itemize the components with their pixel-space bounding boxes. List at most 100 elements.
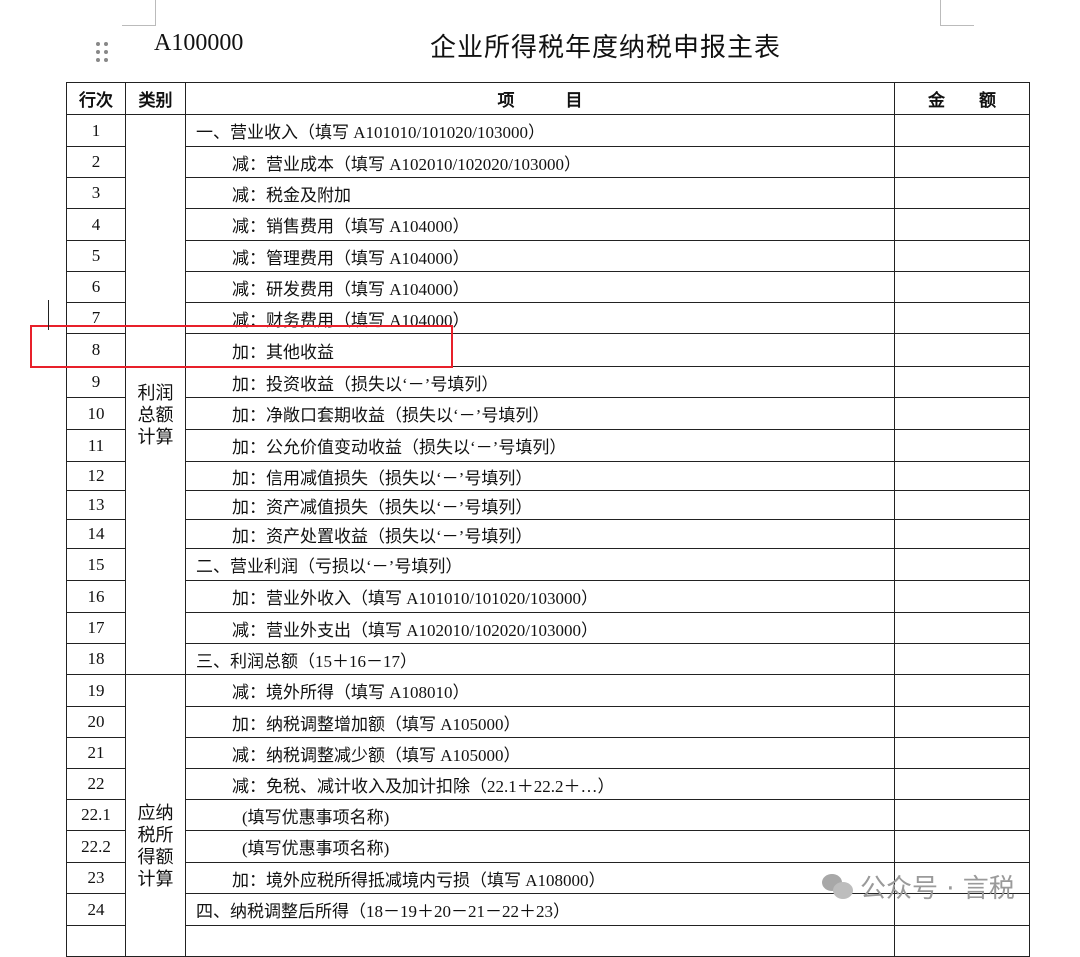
row-number: 23 — [66, 862, 126, 894]
table-row: 19 应纳税所得额计算 减：境外所得（填写 A108010） — [66, 674, 1030, 957]
table-row: 22.2 (填写优惠事项名称) — [66, 830, 1030, 863]
row-number: 12 — [66, 461, 126, 491]
page-corner-mark-left — [155, 0, 156, 26]
row-number — [66, 925, 126, 957]
row-number: 17 — [66, 612, 126, 644]
amount-cell[interactable] — [894, 146, 1030, 178]
table-row: 12 加：信用减值损失（损失以‘－’号填列） — [66, 461, 1030, 491]
table-row: 9 加：投资收益（损失以‘－’号填列） — [66, 366, 1030, 398]
item-cell: 四、纳税调整后所得（18－19＋20－21－22＋23） — [185, 893, 895, 926]
category-cell: 利润总额计算 — [125, 114, 186, 675]
row-number: 5 — [66, 240, 126, 272]
amount-cell[interactable] — [894, 643, 1030, 675]
wechat-icon — [822, 873, 854, 900]
table-row: 11 加：公允价值变动收益（损失以‘－’号填列） — [66, 429, 1030, 462]
table-row: 1 利润总额计算 一、营业收入（填写 A101010/101020/103000） — [66, 114, 1030, 675]
form-code: A100000 — [154, 30, 244, 56]
amount-cell[interactable] — [894, 302, 1030, 334]
row-number: 7 — [66, 302, 126, 334]
page-corner-mark-right — [940, 25, 974, 26]
row-number: 10 — [66, 397, 126, 430]
item-cell: 加：净敞口套期收益（损失以‘－’号填列） — [185, 397, 895, 430]
row-number: 21 — [66, 737, 126, 769]
amount-cell[interactable] — [894, 240, 1030, 272]
item-cell: 加：资产减值损失（损失以‘－’号填列） — [185, 490, 895, 520]
row-number: 14 — [66, 519, 126, 549]
amount-cell[interactable] — [894, 737, 1030, 769]
item-cell: 三、利润总额（15＋16－17） — [185, 643, 895, 675]
row-number: 15 — [66, 548, 126, 581]
amount-cell[interactable] — [894, 271, 1030, 303]
row-number: 9 — [66, 366, 126, 398]
row-number: 22.1 — [66, 799, 126, 831]
amount-cell[interactable] — [894, 429, 1030, 462]
amount-cell[interactable] — [894, 114, 1030, 147]
amount-cell[interactable] — [894, 674, 1030, 707]
amount-cell[interactable] — [894, 580, 1030, 613]
amount-cell[interactable] — [894, 548, 1030, 581]
table-row: 6 减：研发费用（填写 A104000） — [66, 271, 1030, 303]
header-item: 项 目 — [185, 82, 895, 115]
item-cell: 一、营业收入（填写 A101010/101020/103000） — [185, 114, 895, 147]
amount-cell[interactable] — [894, 490, 1030, 520]
row-number: 22.2 — [66, 830, 126, 863]
amount-cell[interactable] — [894, 799, 1030, 831]
table-row: 16 加：营业外收入（填写 A101010/101020/103000） — [66, 580, 1030, 613]
header-amount: 金 额 — [894, 82, 1030, 115]
table-drag-handle-icon[interactable] — [96, 42, 110, 64]
amount-cell[interactable] — [894, 768, 1030, 800]
row-number: 22 — [66, 768, 126, 800]
item-cell — [185, 925, 895, 957]
table-row: 15 二、营业利润（亏损以‘－’号填列） — [66, 548, 1030, 581]
table-row: 2 减：营业成本（填写 A102010/102020/103000） — [66, 146, 1030, 178]
watermark: 公众号 · 言税 — [822, 868, 1015, 905]
amount-cell[interactable] — [894, 366, 1030, 398]
amount-cell[interactable] — [894, 461, 1030, 491]
row-number: 18 — [66, 643, 126, 675]
row-number: 11 — [66, 429, 126, 462]
highlight-box — [30, 325, 453, 368]
amount-cell[interactable] — [894, 612, 1030, 644]
item-cell: 加：投资收益（损失以‘－’号填列） — [185, 366, 895, 398]
amount-cell[interactable] — [894, 519, 1030, 549]
item-cell: 减：税金及附加 — [185, 177, 895, 209]
amount-cell[interactable] — [894, 706, 1030, 738]
table-row: 13 加：资产减值损失（损失以‘－’号填列） — [66, 490, 1030, 520]
table-row — [66, 925, 1030, 957]
table-row: 21 减：纳税调整减少额（填写 A105000） — [66, 737, 1030, 769]
table-row: 22 减：免税、减计收入及加计扣除（22.1＋22.2＋…） — [66, 768, 1030, 800]
row-number: 6 — [66, 271, 126, 303]
table-row: 4 减：销售费用（填写 A104000） — [66, 208, 1030, 241]
row-number: 24 — [66, 893, 126, 926]
row-number: 20 — [66, 706, 126, 738]
table-row: 5 减：管理费用（填写 A104000） — [66, 240, 1030, 272]
item-cell: 减：纳税调整减少额（填写 A105000） — [185, 737, 895, 769]
table-row: 22.1 (填写优惠事项名称) — [66, 799, 1030, 831]
amount-cell[interactable] — [894, 925, 1030, 957]
amount-cell[interactable] — [894, 862, 1030, 894]
amount-cell[interactable] — [894, 333, 1030, 367]
header-category: 类别 — [125, 82, 186, 115]
item-cell: 减：营业成本（填写 A102010/102020/103000） — [185, 146, 895, 178]
item-cell: 减：营业外支出（填写 A102010/102020/103000） — [185, 612, 895, 644]
amount-cell[interactable] — [894, 397, 1030, 430]
table-row: 18 三、利润总额（15＋16－17） — [66, 643, 1030, 675]
item-cell: 减：免税、减计收入及加计扣除（22.1＋22.2＋…） — [185, 768, 895, 800]
row-number: 16 — [66, 580, 126, 613]
table-row: 20 加：纳税调整增加额（填写 A105000） — [66, 706, 1030, 738]
item-cell: 减：销售费用（填写 A104000） — [185, 208, 895, 241]
item-cell: 加：信用减值损失（损失以‘－’号填列） — [185, 461, 895, 491]
amount-cell[interactable] — [894, 177, 1030, 209]
table-row: 23 加：境外应税所得抵减境内亏损（填写 A108000） — [66, 862, 1030, 894]
amount-cell[interactable] — [894, 830, 1030, 863]
row-number: 3 — [66, 177, 126, 209]
tax-return-table: 行次 类别 项 目 金 额 1 利润总额计算 一、营业收入（填写 A101010/1… — [66, 82, 1030, 957]
item-cell: 加：资产处置收益（损失以‘－’号填列） — [185, 519, 895, 549]
item-cell: 减：研发费用（填写 A104000） — [185, 271, 895, 303]
item-cell: 加：纳税调整增加额（填写 A105000） — [185, 706, 895, 738]
amount-cell[interactable] — [894, 208, 1030, 241]
row-number: 13 — [66, 490, 126, 520]
table-row: 8 加：其他收益 — [66, 333, 1030, 367]
row-number: 2 — [66, 146, 126, 178]
item-cell: 减：境外所得（填写 A108010） — [185, 674, 895, 707]
